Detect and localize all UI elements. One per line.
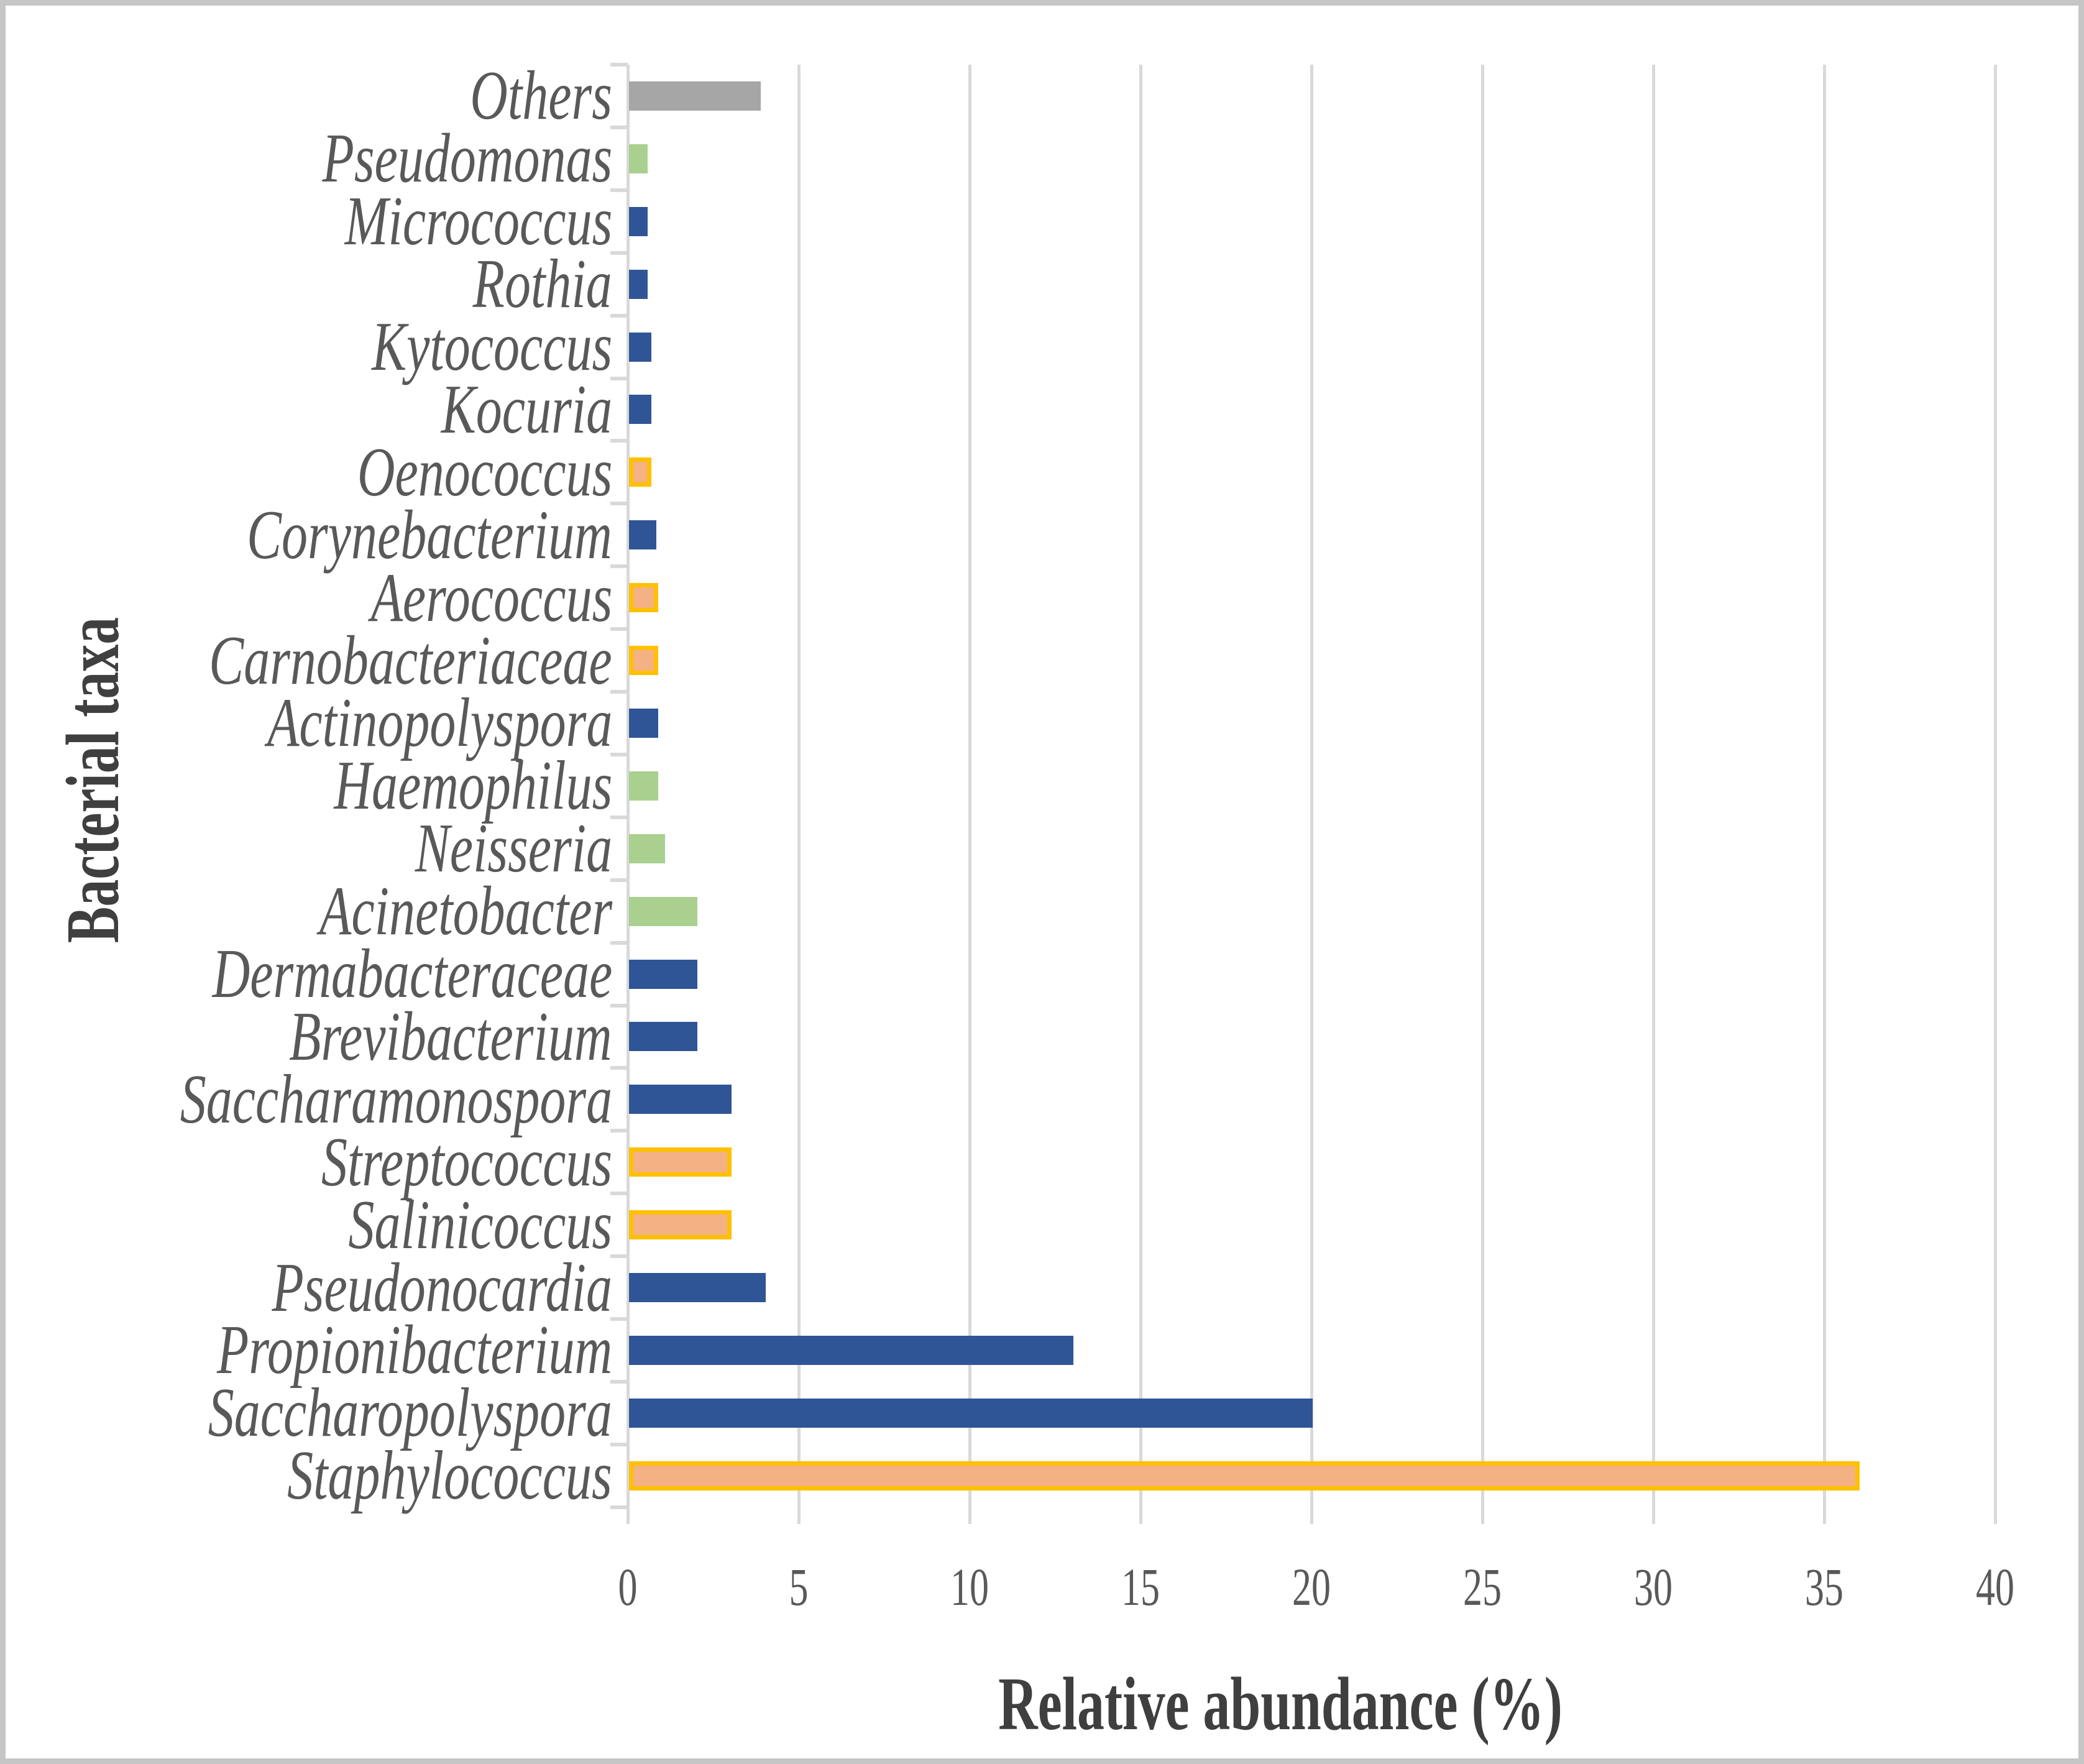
- category-label-pseudonocardia: Pseudonocardia: [272, 1249, 612, 1326]
- bar-saccharamonospora: [629, 1085, 732, 1114]
- y-axis-tick: [610, 1192, 628, 1196]
- bar-neisseria: [629, 834, 665, 863]
- bar-saccharopolyspora: [629, 1398, 1313, 1428]
- category-label-staphylococcus: Staphylococcus: [287, 1437, 612, 1515]
- category-label-neisseria: Neisseria: [415, 810, 612, 888]
- gridline-25: [1480, 65, 1484, 1524]
- gridline-40: [1993, 65, 1997, 1524]
- category-label-micrococcus: Micrococcus: [344, 183, 612, 260]
- y-axis-tick: [610, 752, 628, 756]
- category-label-acinetobacter: Acinetobacter: [319, 873, 612, 950]
- category-label-salinicoccus: Salinicoccus: [348, 1186, 612, 1264]
- y-axis-tick: [610, 878, 628, 882]
- category-label-others: Others: [470, 57, 612, 135]
- bar-corynebacterium: [629, 520, 656, 550]
- bar-kytococcus: [629, 332, 651, 362]
- category-label-carnobacteriaceae: Carnobacteriaceae: [209, 622, 612, 699]
- x-tick-label-35: 35: [1805, 1557, 1843, 1617]
- bar-kocuria: [629, 395, 651, 425]
- bar-carnobacteriaceae: [629, 646, 658, 676]
- category-label-haemophilus: Haemophilus: [334, 747, 612, 825]
- gridline-15: [1139, 65, 1142, 1524]
- category-label-aerococcus: Aerococcus: [370, 559, 612, 636]
- y-axis-tick: [610, 627, 628, 632]
- y-axis-tick: [610, 564, 628, 569]
- x-tick-label-0: 0: [618, 1557, 638, 1617]
- y-axis-tick: [610, 188, 628, 192]
- y-axis-tick: [610, 1129, 628, 1133]
- bar-others: [629, 81, 761, 111]
- y-axis-tick: [610, 1317, 628, 1321]
- y-axis-tick: [610, 1379, 628, 1384]
- x-tick-label-20: 20: [1292, 1557, 1331, 1617]
- y-axis-tick: [610, 125, 628, 129]
- y-axis-tick: [610, 313, 628, 318]
- x-tick-label-30: 30: [1634, 1557, 1673, 1617]
- category-label-saccharopolyspora: Saccharopolyspora: [208, 1374, 612, 1452]
- x-tick-label-5: 5: [789, 1557, 809, 1617]
- gridline-20: [1310, 65, 1313, 1524]
- category-label-brevibacterium: Brevibacterium: [289, 998, 612, 1075]
- bar-oenococcus: [629, 457, 651, 487]
- bar-propionibacterium: [629, 1335, 1073, 1365]
- x-axis-title: Relative abundance (%): [998, 1662, 1563, 1746]
- y-axis-title: Bacterial taxa: [51, 617, 135, 944]
- y-axis-tick: [610, 1254, 628, 1259]
- y-axis-tick: [610, 690, 628, 694]
- y-axis-tick: [610, 1442, 628, 1446]
- bar-staphylococcus: [629, 1461, 1860, 1491]
- category-label-actinopolyspora: Actinopolyspora: [267, 684, 612, 762]
- y-axis-tick: [610, 940, 628, 945]
- gridline-35: [1822, 65, 1826, 1524]
- bar-pseudonocardia: [629, 1273, 766, 1303]
- y-axis-tick: [610, 63, 628, 67]
- bar-salinicoccus: [629, 1210, 732, 1240]
- y-axis-tick: [610, 250, 628, 255]
- bar-actinopolyspora: [629, 708, 658, 738]
- bar-acinetobacter: [629, 896, 697, 926]
- y-axis-tick: [610, 1003, 628, 1008]
- y-axis-tick: [610, 1066, 628, 1070]
- bar-brevibacterium: [629, 1022, 697, 1052]
- x-tick-label-10: 10: [950, 1557, 989, 1617]
- gridline-10: [968, 65, 971, 1524]
- bar-rothia: [629, 269, 648, 299]
- y-axis-tick: [610, 1505, 628, 1509]
- category-label-kocuria: Kocuria: [441, 370, 612, 448]
- category-label-saccharamonospora: Saccharamonospora: [180, 1060, 612, 1138]
- y-axis-tick: [610, 439, 628, 443]
- bar-pseudomonas: [629, 144, 648, 173]
- bar-streptococcus: [629, 1147, 732, 1177]
- bar-dermabacteraceae: [629, 959, 697, 989]
- category-label-oenococcus: Oenococcus: [357, 433, 612, 511]
- x-tick-label-25: 25: [1463, 1557, 1502, 1617]
- bar-haemophilus: [629, 771, 658, 801]
- x-tick-label-40: 40: [1976, 1557, 2014, 1617]
- bar-micrococcus: [629, 206, 648, 236]
- gridline-5: [797, 65, 801, 1524]
- category-label-rothia: Rothia: [473, 246, 612, 323]
- y-axis-tick: [610, 815, 628, 819]
- category-label-pseudomonas: Pseudomonas: [322, 120, 612, 198]
- gridline-30: [1651, 65, 1655, 1524]
- category-label-propionibacterium: Propionibacterium: [216, 1312, 612, 1389]
- y-axis-tick: [610, 502, 628, 506]
- category-label-corynebacterium: Corynebacterium: [247, 496, 612, 574]
- bar-aerococcus: [629, 583, 658, 613]
- category-label-dermabacteraceae: Dermabacteraceae: [212, 935, 612, 1013]
- y-axis-tick: [610, 376, 628, 380]
- y-axis-line: [626, 65, 630, 1524]
- x-tick-label-15: 15: [1121, 1557, 1160, 1617]
- category-label-kytococcus: Kytococcus: [371, 308, 612, 386]
- category-label-streptococcus: Streptococcus: [321, 1123, 612, 1201]
